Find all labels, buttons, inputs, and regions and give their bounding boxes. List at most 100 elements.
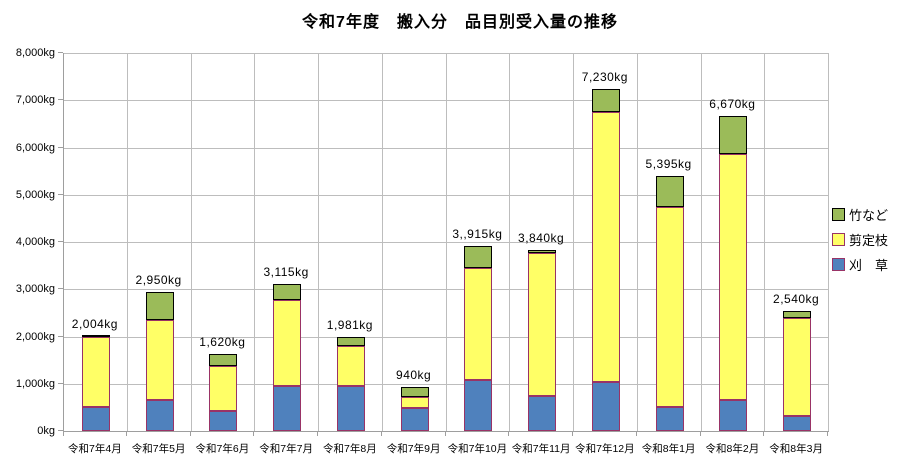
x-axis-tick (763, 432, 765, 436)
gridline-vertical (509, 53, 511, 431)
legend-item: 剪定枝 (832, 227, 888, 252)
x-axis-tick (635, 432, 637, 436)
x-axis-label: 令和7年8月 (323, 443, 377, 455)
x-axis-label: 令和7年7月 (259, 443, 313, 455)
gridline-vertical (828, 53, 829, 431)
bar-segment-剪定枝 (591, 111, 620, 383)
y-axis-tick (58, 335, 63, 337)
x-axis-tick (444, 432, 446, 436)
gridline-vertical (190, 53, 192, 431)
bar-segment-竹など (655, 176, 684, 207)
bar-segment-刈草 (464, 379, 493, 431)
legend-swatch-icon (832, 258, 845, 271)
bar-total-label: 940kg (396, 367, 432, 382)
bar-segment-刈草 (719, 400, 748, 431)
bar-total-label: 7,230kg (581, 70, 628, 85)
x-axis-tick (317, 432, 318, 436)
y-axis-tick (58, 288, 63, 290)
bar-segment-竹など (591, 89, 620, 112)
bar-segment-刈草 (145, 400, 174, 431)
y-axis-tick (58, 52, 63, 53)
bar-total-label: 3,,915kg (452, 227, 503, 242)
gridline-horizontal (64, 53, 829, 54)
gridline-horizontal (64, 194, 829, 196)
bar-segment-剪定枝 (719, 153, 748, 401)
bar-segment-竹など (336, 337, 365, 346)
y-axis-label: 1,000kg (15, 377, 55, 390)
x-axis-label: 令和8年3月 (769, 443, 823, 455)
bar-segment-竹など (273, 283, 302, 301)
bar-total-label: 5,395kg (645, 157, 692, 172)
bar-segment-剪定枝 (464, 268, 493, 380)
y-axis-label: 2,000kg (15, 330, 55, 343)
gridline-vertical (445, 53, 447, 431)
bar-segment-竹など (719, 115, 748, 154)
bar-segment-剪定枝 (209, 365, 238, 412)
y-axis-label: 0kg (37, 425, 55, 437)
bar-segment-刈草 (336, 385, 365, 431)
gridline-vertical (381, 53, 383, 431)
bar-total-label: 6,670kg (709, 96, 756, 111)
x-axis-label: 令和7年12月 (575, 443, 635, 455)
y-axis-label: 7,000kg (15, 94, 55, 107)
bar-segment-刈草 (273, 386, 302, 431)
gridline-vertical (254, 53, 256, 431)
x-axis-tick (572, 432, 573, 436)
gridline-horizontal (64, 242, 829, 243)
bar-total-label: 3,840kg (518, 230, 565, 245)
gridline-horizontal (64, 383, 829, 385)
legend-swatch-icon (832, 208, 845, 221)
bar-segment-剪定枝 (145, 319, 174, 401)
bar-segment-剪定枝 (528, 253, 557, 396)
bar-segment-竹など (528, 249, 557, 254)
bar-segment-刈草 (528, 395, 557, 431)
bar-total-label: 2,950kg (135, 272, 182, 287)
gridline-horizontal (64, 336, 829, 338)
bar-segment-剪定枝 (655, 206, 684, 407)
x-axis-tick (508, 432, 510, 436)
bar-segment-竹など (783, 311, 812, 318)
gridline-horizontal (64, 289, 829, 291)
legend-label: 剪定枝 (849, 233, 889, 248)
bar-segment-刈草 (591, 382, 620, 431)
x-axis-tick (63, 432, 64, 436)
chart-title: 令和7年度 搬入分 品目別受入量の推移 (302, 14, 618, 31)
bar-segment-剪定枝 (273, 300, 302, 387)
x-axis-label: 令和7年11月 (511, 443, 571, 455)
bar-segment-竹など (464, 246, 493, 269)
bar-segment-剪定枝 (81, 337, 110, 408)
y-axis-label: 3,000kg (15, 283, 55, 296)
gridline-vertical (700, 53, 702, 431)
y-axis-label: 5,000kg (15, 188, 55, 201)
legend-item: 竹など (832, 202, 888, 227)
bar-segment-剪定枝 (336, 345, 365, 386)
bar-total-label: 2,004kg (71, 317, 118, 332)
plot-area (63, 53, 829, 432)
y-axis-tick (58, 382, 63, 384)
y-axis-label: 6,000kg (15, 141, 55, 154)
legend-label: 竹など (849, 208, 889, 223)
gridline-vertical (764, 53, 766, 431)
gridline-vertical (573, 53, 574, 431)
y-axis-label: 8,000kg (15, 47, 55, 59)
bar-segment-刈草 (400, 407, 429, 431)
bar-segment-剪定枝 (783, 317, 812, 416)
bar-segment-刈草 (81, 407, 110, 431)
gridline-vertical (318, 53, 319, 431)
y-axis-tick (58, 99, 63, 101)
legend: 竹など 剪定枝刈 草 (832, 202, 888, 277)
x-axis-tick (125, 432, 127, 436)
x-axis-label: 令和7年9月 (386, 443, 441, 455)
y-axis-label: 4,000kg (15, 236, 55, 248)
x-axis-label: 令和7年5月 (131, 443, 186, 455)
legend-swatch-icon (832, 233, 845, 246)
y-axis-tick (58, 193, 63, 195)
y-axis-tick (58, 430, 63, 431)
x-axis-label: 令和7年4月 (68, 443, 122, 455)
bar-segment-竹など (145, 291, 174, 320)
gridline-horizontal (64, 100, 829, 102)
gridline-vertical (126, 53, 128, 431)
gridline-horizontal (64, 147, 829, 149)
x-axis-label: 令和8年2月 (705, 443, 760, 455)
